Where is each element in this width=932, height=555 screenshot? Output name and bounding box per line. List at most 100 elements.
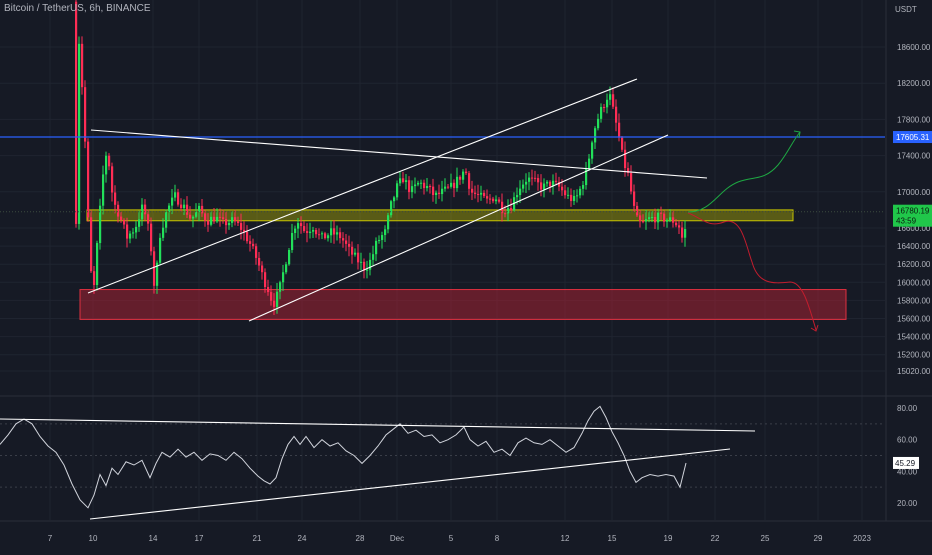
price-tick-label: 16600.00 (897, 224, 931, 233)
candle-body (165, 211, 168, 228)
candle-body (297, 223, 300, 229)
candle-body (345, 240, 348, 244)
candle-body (603, 106, 606, 108)
rsi-tick-label: 80.00 (897, 404, 918, 413)
candle-body (183, 204, 186, 209)
bullish-projection-path (687, 131, 801, 213)
candle-body (360, 261, 363, 263)
candle-body (342, 238, 345, 241)
time-tick-label: 24 (298, 534, 307, 543)
candle-body (189, 214, 192, 219)
candle-body (255, 246, 258, 258)
price-tick-label: 15020.00 (897, 367, 931, 376)
candle-body (234, 217, 237, 222)
candle-body (426, 185, 429, 189)
price-axis-currency: USDT (895, 5, 917, 14)
candle-body (645, 219, 648, 222)
axes: USDT 18600.00 18200.00 17800.00 17400.00 1700… (48, 5, 932, 543)
candle-body (609, 94, 612, 100)
candle-body (375, 240, 378, 255)
candle-body (216, 216, 219, 222)
candle-body (444, 186, 447, 189)
rsi-tick-label: 60.00 (897, 436, 918, 445)
candle-body (195, 211, 198, 217)
candle-body (405, 180, 408, 183)
candle-body (465, 171, 468, 174)
candle-body (549, 181, 552, 187)
last-price-badge (893, 204, 932, 227)
time-tick-label: 19 (664, 534, 673, 543)
candle-body (483, 192, 486, 197)
time-tick-label: 5 (449, 534, 454, 543)
candle-body (258, 257, 261, 266)
candle-body (336, 232, 339, 235)
candle-body (93, 271, 96, 286)
candle-body (252, 243, 255, 247)
bullish-arrow-head (793, 130, 801, 139)
candle-body (123, 219, 126, 225)
time-tick-label: 15 (608, 534, 617, 543)
candle-body (243, 229, 246, 232)
candle-body (228, 222, 231, 226)
candle-body (351, 246, 354, 255)
candle-body (525, 181, 528, 185)
candle-body (264, 272, 267, 288)
candle-body (456, 176, 459, 189)
candle-body (642, 221, 645, 223)
candle-body (138, 219, 141, 227)
time-tick-label: 2023 (853, 534, 871, 543)
candle-body (510, 208, 513, 211)
candle-body (594, 128, 597, 143)
candle-body (600, 106, 603, 119)
last-price-label: 16780.19 (896, 207, 930, 216)
candle-body (108, 155, 111, 167)
candle-body (531, 177, 534, 179)
candle-body (627, 168, 630, 173)
support-zone (79, 289, 847, 320)
candle-body (669, 217, 672, 221)
candle-body (450, 182, 453, 187)
candle-body (408, 180, 411, 193)
candle-body (222, 217, 225, 219)
candle-body (105, 155, 108, 175)
candle-body (156, 262, 159, 286)
candle-body (633, 191, 636, 206)
price-tick-label: 15200.00 (897, 351, 931, 360)
candle-body (639, 215, 642, 222)
price-tick-label: 15800.00 (897, 296, 931, 305)
rsi-tick-label: 20.00 (897, 499, 918, 508)
candle-body (132, 232, 135, 234)
candle-body (588, 158, 591, 169)
candle-body (309, 231, 312, 233)
price-tick-label: 17800.00 (897, 115, 931, 124)
candle-body (120, 216, 123, 220)
candle-body (294, 228, 297, 233)
drawings (0, 78, 885, 332)
candle-body (606, 99, 609, 108)
candle-body (198, 205, 201, 212)
candle-body (612, 94, 615, 107)
candle-body (468, 173, 471, 189)
candle-body (441, 188, 444, 195)
candle-body (240, 223, 243, 230)
bearish-arrow-head (810, 324, 819, 332)
time-tick-label: 29 (814, 534, 823, 543)
price-tick-label: 17000.00 (897, 188, 931, 197)
candle-body (219, 216, 222, 218)
time-tick-label: 17 (195, 534, 204, 543)
candle-body (504, 213, 507, 215)
candle-body (288, 250, 291, 265)
candles (75, 0, 687, 315)
candle-body (378, 239, 381, 241)
candle-body (675, 222, 678, 226)
candle-body (141, 204, 144, 220)
candle-body (495, 199, 498, 202)
candle-body (330, 228, 333, 236)
candle-body (624, 149, 627, 169)
price-tick-label: 16200.00 (897, 260, 931, 269)
descending-trendline (90, 129, 708, 179)
candle-body (681, 227, 684, 238)
candle-body (162, 227, 165, 238)
